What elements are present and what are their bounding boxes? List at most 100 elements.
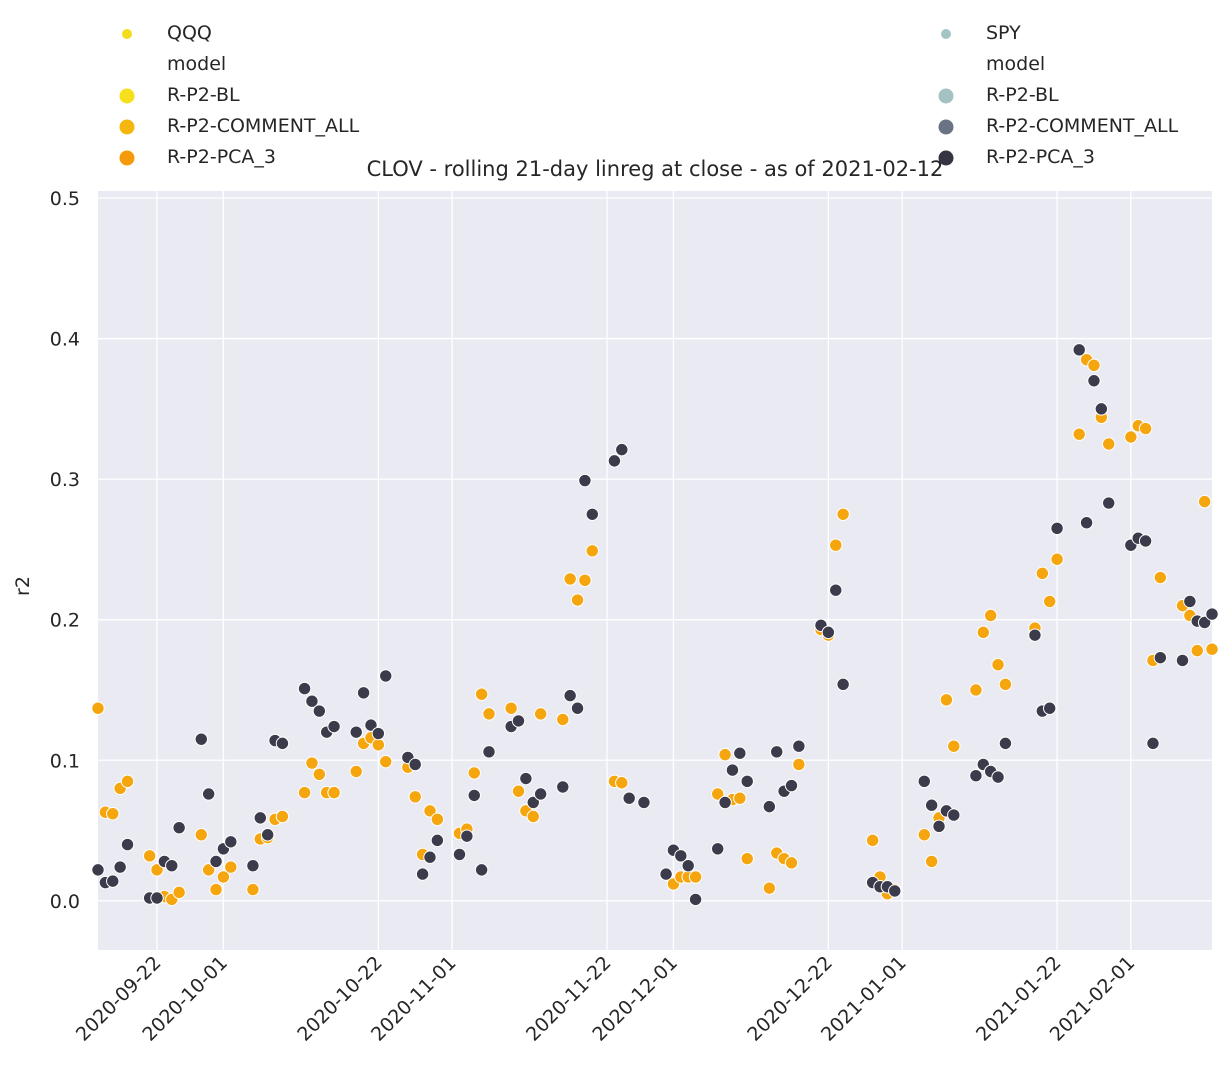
data-point-qqq xyxy=(585,544,599,558)
data-point-spy xyxy=(570,701,585,715)
data-point-spy xyxy=(172,821,186,835)
legend-marker xyxy=(938,150,954,165)
y-tick-label: 0.1 xyxy=(50,750,80,772)
data-point-qqq xyxy=(482,707,496,721)
data-point-qqq xyxy=(1050,552,1064,566)
data-point-spy xyxy=(1183,594,1197,609)
data-point-spy xyxy=(718,795,732,810)
data-point-qqq xyxy=(1138,421,1153,436)
data-point-spy xyxy=(526,795,540,810)
data-point-qqq xyxy=(917,828,931,842)
data-point-spy xyxy=(969,769,983,783)
data-point-qqq xyxy=(209,882,223,897)
legend-marker xyxy=(941,28,951,39)
y-tick-label: 0.0 xyxy=(50,891,80,913)
legend-label: R-P2-PCA_3 xyxy=(167,146,276,168)
data-point-spy xyxy=(305,694,319,708)
data-point-spy xyxy=(659,867,673,881)
data-point-spy xyxy=(1050,521,1064,536)
data-point-spy xyxy=(792,739,806,753)
data-point-spy xyxy=(947,808,961,822)
data-point-spy xyxy=(674,849,688,863)
data-point-qqq xyxy=(762,881,777,895)
gridlines xyxy=(98,191,1212,950)
data-point-qqq xyxy=(511,784,526,798)
legend-label: model xyxy=(167,53,227,75)
data-point-spy xyxy=(297,681,312,696)
data-point-qqq xyxy=(504,701,518,715)
data-point-spy xyxy=(762,799,777,814)
data-point-spy xyxy=(615,442,629,457)
data-point-qqq xyxy=(172,885,186,900)
y-tick-label: 0.5 xyxy=(50,188,80,210)
data-point-spy xyxy=(194,732,208,746)
legend-entry: R-P2-PCA_3 xyxy=(819,142,1178,173)
data-point-qqq xyxy=(430,812,445,826)
data-point-spy xyxy=(563,688,577,703)
legend-marker xyxy=(119,88,135,103)
data-point-qqq xyxy=(976,625,990,640)
data-point-spy xyxy=(578,473,592,488)
data-point-qqq xyxy=(1205,642,1219,656)
data-point-qqq xyxy=(998,677,1013,692)
data-point-spy xyxy=(260,828,275,842)
data-point-qqq xyxy=(615,776,629,790)
data-point-spy xyxy=(1087,374,1101,388)
legend-label: model xyxy=(986,53,1046,75)
data-point-spy xyxy=(430,833,445,848)
data-point-spy xyxy=(681,858,695,873)
data-point-spy xyxy=(688,892,703,907)
legend-spy: SPY model R-P2-BL R-P2-COMMENT_ALL R-P2-… xyxy=(819,18,1178,173)
data-point-qqq xyxy=(224,860,238,874)
legend-label: R-P2-COMMENT_ALL xyxy=(167,115,360,137)
data-point-spy xyxy=(482,745,496,759)
data-point-qqq xyxy=(1190,643,1204,658)
data-point-spy xyxy=(1153,650,1168,665)
legend-size-title: model xyxy=(819,49,1178,80)
data-point-spy xyxy=(106,874,120,888)
data-point-spy xyxy=(1102,496,1116,510)
legend-marker xyxy=(119,150,135,165)
data-point-qqq xyxy=(556,712,570,727)
data-point-qqq xyxy=(150,863,164,877)
data-point-spy xyxy=(246,858,260,873)
data-point-spy xyxy=(201,787,216,801)
data-point-spy xyxy=(1094,402,1109,416)
data-point-qqq xyxy=(120,774,135,789)
data-point-spy xyxy=(165,858,179,873)
data-point-qqq xyxy=(275,809,290,824)
data-point-qqq xyxy=(792,757,806,772)
legend-entry: R-P2-BL xyxy=(819,80,1178,111)
y-tick-label: 0.3 xyxy=(50,469,80,491)
data-point-spy xyxy=(991,770,1005,784)
data-point-spy xyxy=(733,746,747,760)
data-point-spy xyxy=(932,819,946,834)
data-point-qqq xyxy=(106,806,120,821)
data-point-qqq xyxy=(578,573,592,588)
data-point-spy xyxy=(415,867,430,881)
plot-background xyxy=(98,191,1212,950)
data-point-qqq xyxy=(246,882,260,897)
data-point-qqq xyxy=(312,767,327,782)
data-point-qqq xyxy=(297,785,312,800)
legend-label: R-P2-BL xyxy=(986,84,1059,106)
data-point-spy xyxy=(467,788,481,803)
data-point-qqq xyxy=(784,856,799,870)
data-point-qqq xyxy=(194,828,208,842)
data-point-spy xyxy=(821,625,836,640)
data-point-qqq xyxy=(1153,570,1168,585)
data-point-qqq xyxy=(408,790,422,804)
data-point-qqq xyxy=(570,593,585,607)
data-point-qqq xyxy=(379,754,393,769)
data-point-spy xyxy=(356,686,371,700)
data-point-qqq xyxy=(201,863,216,877)
legend-label: R-P2-COMMENT_ALL xyxy=(986,115,1179,137)
data-point-qqq xyxy=(1124,430,1138,444)
data-point-qqq xyxy=(216,870,231,884)
data-point-qqq xyxy=(1197,494,1212,509)
data-point-qqq xyxy=(349,764,363,779)
data-point-spy xyxy=(556,780,570,794)
legend-marker xyxy=(119,119,135,134)
data-point-spy xyxy=(1205,607,1219,621)
